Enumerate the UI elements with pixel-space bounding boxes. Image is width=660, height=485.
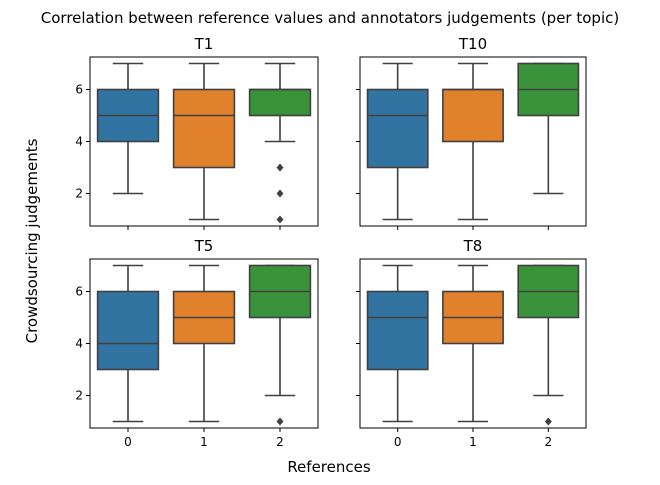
- box-2: [248, 62, 312, 224]
- box-body: [442, 88, 504, 143]
- panels-group: T1 2 4 6 T10 T5 2 4 6 0 1 2 T8 0 1 2: [75, 35, 587, 449]
- box-0: [96, 62, 160, 195]
- box-2: [248, 264, 312, 426]
- x-tick-label: 2: [276, 435, 284, 449]
- panel-T8: T8 0 1 2: [356, 237, 587, 449]
- box-2: [517, 62, 580, 195]
- panel-title: T1: [194, 35, 214, 53]
- figure-title: Correlation between reference values and…: [41, 9, 619, 27]
- x-tick-label: 1: [200, 435, 208, 449]
- box-1: [442, 264, 504, 423]
- outlier-point: [276, 417, 284, 426]
- panel-title: T10: [458, 35, 487, 53]
- panel-title: T8: [463, 237, 483, 255]
- box-body: [172, 88, 236, 169]
- panel-T5: T5 2 4 6 0 1 2: [75, 237, 319, 449]
- panel-title: T5: [194, 237, 214, 255]
- outlier-point: [276, 163, 284, 172]
- y-tick-label: 2: [75, 389, 83, 403]
- outlier-point: [276, 189, 284, 198]
- box-body: [248, 88, 312, 117]
- y-tick-label: 4: [75, 337, 83, 351]
- box-0: [366, 62, 429, 221]
- x-tick-label: 0: [124, 435, 132, 449]
- box-1: [172, 62, 236, 221]
- x-axis-label: References: [287, 458, 371, 476]
- panel-T10: T10: [356, 35, 587, 230]
- box-0: [96, 264, 160, 423]
- box-0: [366, 264, 429, 423]
- y-tick-label: 6: [75, 285, 83, 299]
- x-tick-label: 2: [545, 435, 553, 449]
- box-1: [442, 62, 504, 221]
- box-2: [517, 264, 580, 426]
- y-tick-label: 2: [75, 187, 83, 201]
- box-body: [366, 290, 429, 371]
- x-tick-label: 1: [469, 435, 477, 449]
- panel-T1: T1 2 4 6: [75, 35, 319, 230]
- y-axis-label: Crowdsourcing judgements: [23, 138, 41, 343]
- y-tick-label: 4: [75, 135, 83, 149]
- outlier-point: [544, 417, 552, 426]
- box-body: [366, 88, 429, 169]
- box-body: [96, 290, 160, 371]
- y-tick-label: 6: [75, 83, 83, 97]
- x-tick-label: 0: [394, 435, 402, 449]
- box-1: [172, 264, 236, 423]
- outlier-point: [276, 215, 284, 224]
